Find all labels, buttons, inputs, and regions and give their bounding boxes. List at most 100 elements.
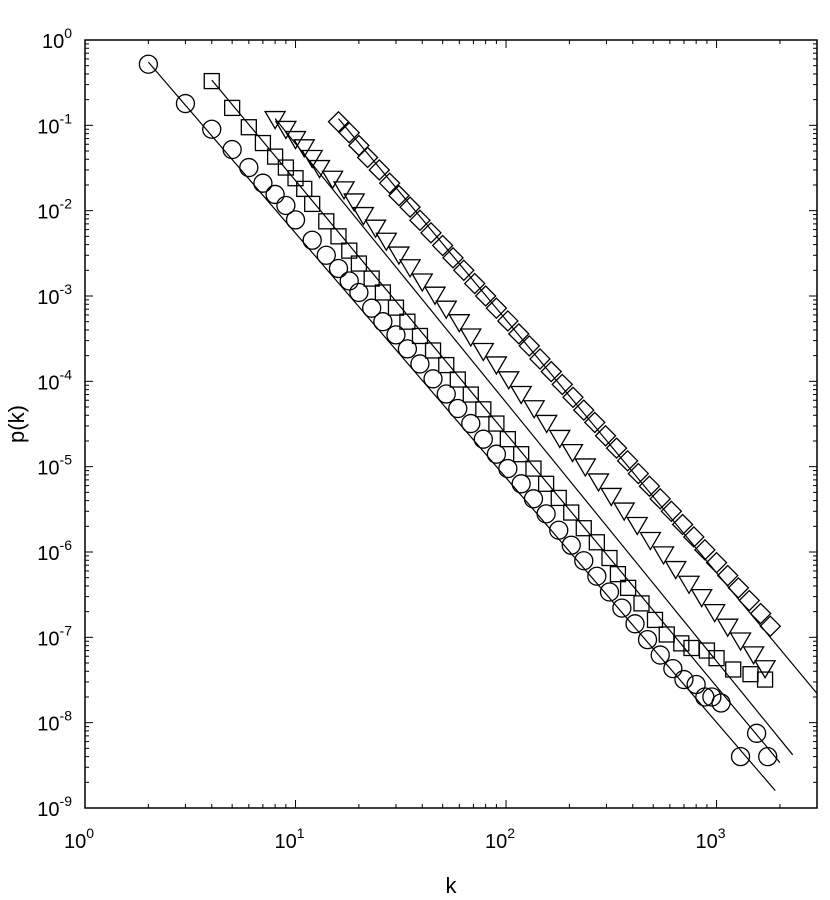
data-point-triangle-down: [664, 560, 687, 580]
data-point-circle: [397, 339, 418, 359]
y-tick-label: 10-2: [37, 196, 72, 224]
data-point-circle: [285, 210, 306, 230]
data-point-square: [277, 159, 295, 176]
data-point-triangle-down: [263, 110, 287, 130]
data-point-square: [387, 299, 405, 316]
data-point-circle: [302, 230, 322, 250]
x-tick-label: 102: [485, 825, 515, 853]
data-point-square: [563, 504, 580, 521]
data-point-diamond: [452, 259, 475, 282]
data-point-circle: [674, 669, 694, 690]
data-point-triangle-down: [448, 314, 471, 333]
data-point-square: [633, 595, 650, 612]
data-point-circle: [758, 746, 778, 767]
data-point-circle: [138, 54, 159, 74]
data-point-triangle-down: [561, 443, 584, 463]
data-point-circle: [339, 271, 359, 291]
data-point-square: [575, 520, 592, 537]
data-point-circle: [612, 598, 632, 618]
data-point-circle: [222, 139, 242, 160]
data-point-circle: [663, 658, 683, 679]
fit-line-square: [211, 79, 781, 764]
data-point-triangle-down: [535, 414, 558, 434]
data-point-triangle-down: [523, 400, 546, 420]
data-point-triangle-down: [613, 502, 636, 522]
x-tick-base: 10: [485, 831, 507, 853]
y-tick-exponent: -1: [60, 110, 73, 126]
y-tick-label: 10-7: [37, 622, 72, 650]
data-point-triangle-down: [626, 516, 649, 536]
data-point-square: [363, 270, 380, 287]
data-point-diamond: [605, 437, 628, 460]
data-point-diamond: [759, 615, 782, 638]
x-tick-base: 10: [696, 831, 718, 853]
data-point-square: [513, 446, 530, 463]
data-point-triangle-down: [274, 120, 298, 140]
data-point-circle: [328, 258, 349, 279]
data-point-circle: [373, 312, 393, 332]
data-point-triangle-down: [574, 458, 597, 478]
y-tick-label: 10-8: [37, 708, 72, 736]
data-point-square: [341, 242, 358, 259]
y-tick-exponent: -4: [60, 366, 73, 382]
data-point-triangle-down: [375, 232, 398, 252]
data-point-diamond: [616, 449, 639, 472]
data-point-circle: [362, 298, 382, 318]
data-point-diamond: [649, 487, 672, 510]
data-point-circle: [549, 520, 569, 540]
data-point-diamond: [671, 513, 694, 536]
x-tick-label: 100: [64, 825, 94, 853]
y-tick-exponent: -2: [60, 196, 73, 212]
data-point-circle: [239, 157, 259, 178]
data-point-triangle-down: [639, 531, 662, 551]
data-point-triangle-down: [301, 149, 324, 169]
data-point-diamond: [682, 526, 705, 548]
data-point-diamond: [485, 297, 508, 320]
data-point-circle: [253, 173, 273, 193]
data-point-circle: [686, 674, 706, 695]
data-point-triangle-down: [497, 371, 520, 391]
data-point-square: [756, 671, 774, 688]
fit-lines: [147, 61, 818, 791]
data-point-square: [424, 342, 442, 359]
data-point-triangle-down: [753, 660, 777, 680]
data-point-circle: [461, 413, 481, 434]
data-point-circle: [711, 693, 731, 713]
data-point-diamond: [327, 110, 350, 133]
data-point-square: [550, 489, 567, 507]
x-tick-label: 103: [696, 825, 726, 853]
y-tick-label: 10-1: [37, 110, 72, 138]
data-point-square: [683, 639, 700, 657]
data-point-square: [673, 635, 690, 652]
y-tick-base: 10: [37, 372, 59, 394]
data-point-diamond: [463, 272, 486, 295]
y-tick-base: 10: [37, 116, 59, 138]
data-point-diamond: [518, 335, 541, 357]
data-point-diamond: [572, 399, 595, 422]
data-point-square: [304, 195, 321, 213]
data-point-diamond: [705, 551, 728, 574]
data-point-diamond: [338, 121, 361, 144]
y-tick-exponent: -3: [60, 281, 73, 297]
data-point-circle: [202, 119, 222, 139]
data-point-circle: [746, 723, 767, 743]
data-point-triangle-down: [364, 219, 387, 239]
data-point-triangle-down: [398, 259, 422, 279]
data-point-circle: [486, 444, 507, 464]
data-point-diamond: [347, 134, 370, 157]
data-point-circle: [265, 184, 285, 205]
data-point-circle: [625, 614, 645, 634]
data-point-diamond: [399, 196, 421, 219]
data-point-square: [646, 611, 664, 629]
data-point-triangle-down: [510, 385, 533, 405]
data-point-diamond: [660, 500, 683, 523]
data-point-circle: [349, 282, 369, 303]
data-point-circle: [473, 429, 493, 449]
data-point-triangle-down: [652, 546, 675, 566]
data-point-square: [537, 475, 555, 492]
data-point-circle: [436, 384, 456, 404]
data-point-triangle-down: [435, 300, 458, 320]
y-tick-base: 10: [37, 714, 59, 736]
data-point-circle: [386, 325, 406, 345]
